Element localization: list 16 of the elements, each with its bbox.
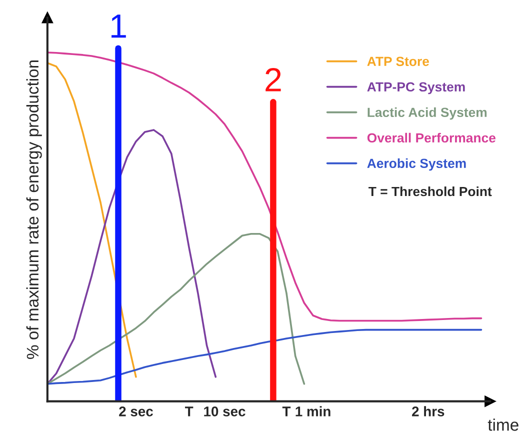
x-tick-label: 2 hrs	[412, 406, 444, 416]
legend-label: ATP-PC System	[367, 82, 465, 94]
annotation: T = Threshold Point	[368, 186, 492, 196]
x-tick-label: T	[282, 406, 291, 416]
x-axis-title: time	[488, 418, 518, 431]
x-tick-label: 10 sec	[204, 406, 246, 416]
y-axis-title: % of maximum rate of energy production	[26, 60, 42, 359]
legend-label: ATP Store	[367, 56, 429, 66]
legend-label: Aerobic System	[367, 158, 466, 171]
legend-label: Lactic Acid System	[368, 107, 487, 120]
legend-label: Overall Performance	[367, 132, 496, 143]
x-tick-label: T	[185, 406, 194, 416]
text: 1	[112, 14, 126, 38]
x-tick-label: 1 min	[296, 406, 330, 416]
annotation: 2	[266, 68, 281, 92]
x-tick-label: 2 sec	[119, 406, 153, 416]
